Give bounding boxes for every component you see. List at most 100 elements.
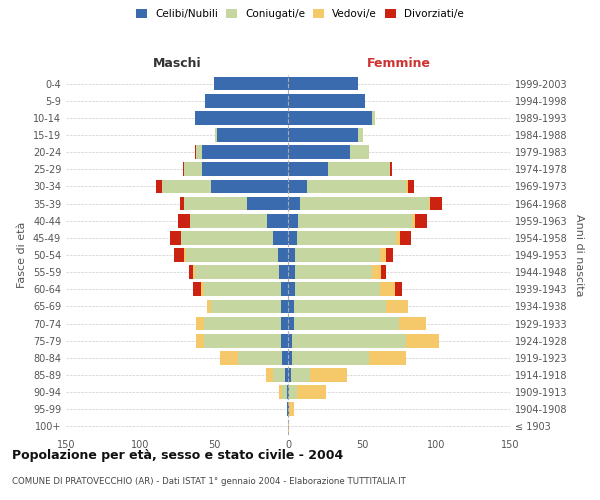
Bar: [282, 386, 287, 399]
Bar: [295, 266, 373, 279]
Bar: [184, 248, 186, 262]
Bar: [412, 214, 415, 228]
Bar: [189, 266, 193, 279]
Bar: [214, 76, 288, 90]
Text: Popolazione per età, sesso e stato civile - 2004: Popolazione per età, sesso e stato civil…: [12, 450, 343, 462]
Bar: [358, 128, 364, 142]
Bar: [297, 386, 326, 399]
Bar: [203, 316, 281, 330]
Bar: [196, 146, 202, 159]
Bar: [273, 231, 288, 244]
Bar: [281, 282, 288, 296]
Bar: [186, 248, 278, 262]
Bar: [396, 231, 400, 244]
Bar: [247, 196, 288, 210]
Bar: [195, 146, 196, 159]
Bar: [295, 282, 380, 296]
Bar: [370, 351, 406, 364]
Bar: [190, 214, 267, 228]
Bar: [273, 368, 285, 382]
Bar: [381, 266, 386, 279]
Bar: [291, 368, 310, 382]
Bar: [288, 300, 294, 314]
Text: Maschi: Maschi: [152, 56, 202, 70]
Bar: [184, 162, 202, 176]
Bar: [350, 146, 370, 159]
Bar: [288, 162, 328, 176]
Bar: [292, 334, 406, 347]
Bar: [156, 180, 162, 194]
Bar: [279, 266, 288, 279]
Bar: [288, 214, 298, 228]
Bar: [288, 402, 289, 416]
Bar: [288, 282, 295, 296]
Bar: [386, 248, 393, 262]
Bar: [399, 316, 425, 330]
Bar: [287, 402, 288, 416]
Bar: [288, 231, 297, 244]
Bar: [406, 180, 408, 194]
Bar: [288, 111, 373, 124]
Bar: [281, 316, 288, 330]
Bar: [282, 351, 288, 364]
Bar: [288, 146, 350, 159]
Text: COMUNE DI PRATOVECCHIO (AR) - Dati ISTAT 1° gennaio 2004 - Elaborazione TUTTITAL: COMUNE DI PRATOVECCHIO (AR) - Dati ISTAT…: [12, 477, 406, 486]
Bar: [203, 334, 281, 347]
Bar: [279, 386, 282, 399]
Bar: [390, 162, 392, 176]
Bar: [294, 300, 386, 314]
Bar: [288, 351, 292, 364]
Bar: [181, 231, 273, 244]
Bar: [297, 231, 396, 244]
Bar: [206, 300, 211, 314]
Bar: [373, 111, 376, 124]
Bar: [195, 111, 288, 124]
Bar: [288, 94, 365, 108]
Y-axis label: Anni di nascita: Anni di nascita: [574, 214, 584, 296]
Bar: [238, 351, 282, 364]
Bar: [310, 368, 347, 382]
Bar: [428, 196, 430, 210]
Bar: [281, 300, 288, 314]
Bar: [300, 196, 428, 210]
Bar: [288, 128, 358, 142]
Bar: [406, 334, 439, 347]
Bar: [178, 214, 190, 228]
Bar: [203, 282, 281, 296]
Bar: [288, 76, 358, 90]
Bar: [211, 300, 281, 314]
Bar: [373, 266, 381, 279]
Bar: [415, 214, 427, 228]
Bar: [193, 282, 200, 296]
Bar: [196, 316, 203, 330]
Bar: [380, 282, 395, 296]
Bar: [288, 248, 295, 262]
Bar: [174, 248, 184, 262]
Bar: [200, 282, 203, 296]
Bar: [278, 248, 288, 262]
Bar: [298, 214, 412, 228]
Text: Femmine: Femmine: [367, 56, 431, 70]
Bar: [307, 180, 406, 194]
Bar: [215, 128, 217, 142]
Bar: [267, 214, 288, 228]
Bar: [288, 180, 307, 194]
Bar: [288, 368, 291, 382]
Bar: [292, 351, 370, 364]
Bar: [328, 162, 390, 176]
Bar: [289, 402, 294, 416]
Bar: [288, 334, 292, 347]
Bar: [220, 351, 238, 364]
Bar: [195, 266, 279, 279]
Bar: [202, 162, 288, 176]
Bar: [295, 248, 380, 262]
Bar: [289, 386, 297, 399]
Bar: [395, 282, 402, 296]
Bar: [170, 231, 181, 244]
Y-axis label: Fasce di età: Fasce di età: [17, 222, 27, 288]
Bar: [288, 420, 289, 434]
Bar: [288, 266, 295, 279]
Bar: [183, 162, 184, 176]
Bar: [380, 248, 386, 262]
Bar: [193, 266, 195, 279]
